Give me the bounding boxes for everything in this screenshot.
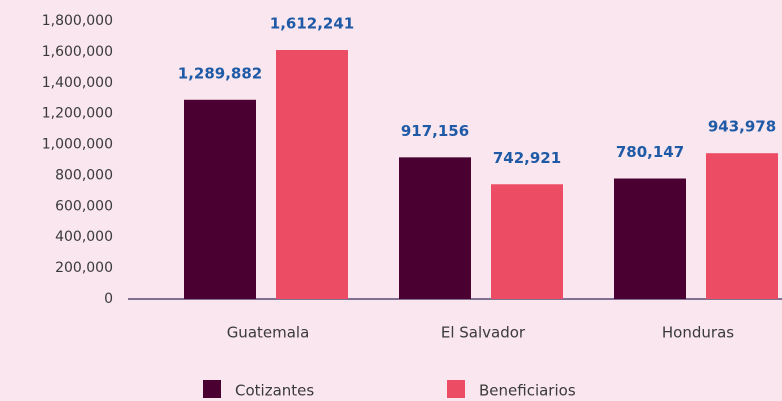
- y-tick-label: 200,000: [55, 260, 113, 276]
- legend-label: Beneficiarios: [479, 382, 576, 400]
- x-tick-label: El Salvador: [441, 324, 526, 342]
- value-label: 742,921: [493, 149, 561, 167]
- x-tick-label: Guatemala: [227, 324, 310, 342]
- y-tick-label: 600,000: [55, 198, 113, 214]
- legend-swatch: [203, 380, 221, 398]
- value-label: 780,147: [616, 143, 684, 161]
- x-tick-label: Honduras: [662, 324, 734, 342]
- legend-label: Cotizantes: [235, 382, 314, 400]
- bar: [706, 153, 778, 299]
- y-tick-label: 1,600,000: [42, 44, 113, 60]
- value-label: 1,289,882: [178, 64, 262, 82]
- bar: [399, 157, 471, 299]
- bar: [491, 184, 563, 299]
- value-label: 1,612,241: [270, 14, 354, 32]
- value-label: 943,978: [708, 118, 776, 136]
- y-tick-label: 0: [104, 291, 113, 307]
- legend-swatch: [447, 380, 465, 398]
- y-tick-label: 1,000,000: [42, 137, 113, 153]
- value-label: 917,156: [401, 122, 469, 140]
- y-tick-label: 400,000: [55, 229, 113, 245]
- y-tick-label: 1,200,000: [42, 106, 113, 122]
- bar: [276, 49, 348, 299]
- y-tick-label: 800,000: [55, 167, 113, 183]
- y-tick-label: 1,400,000: [42, 75, 113, 91]
- y-tick-label: 1,800,000: [42, 13, 113, 29]
- bar: [614, 178, 686, 299]
- bar: [184, 99, 256, 300]
